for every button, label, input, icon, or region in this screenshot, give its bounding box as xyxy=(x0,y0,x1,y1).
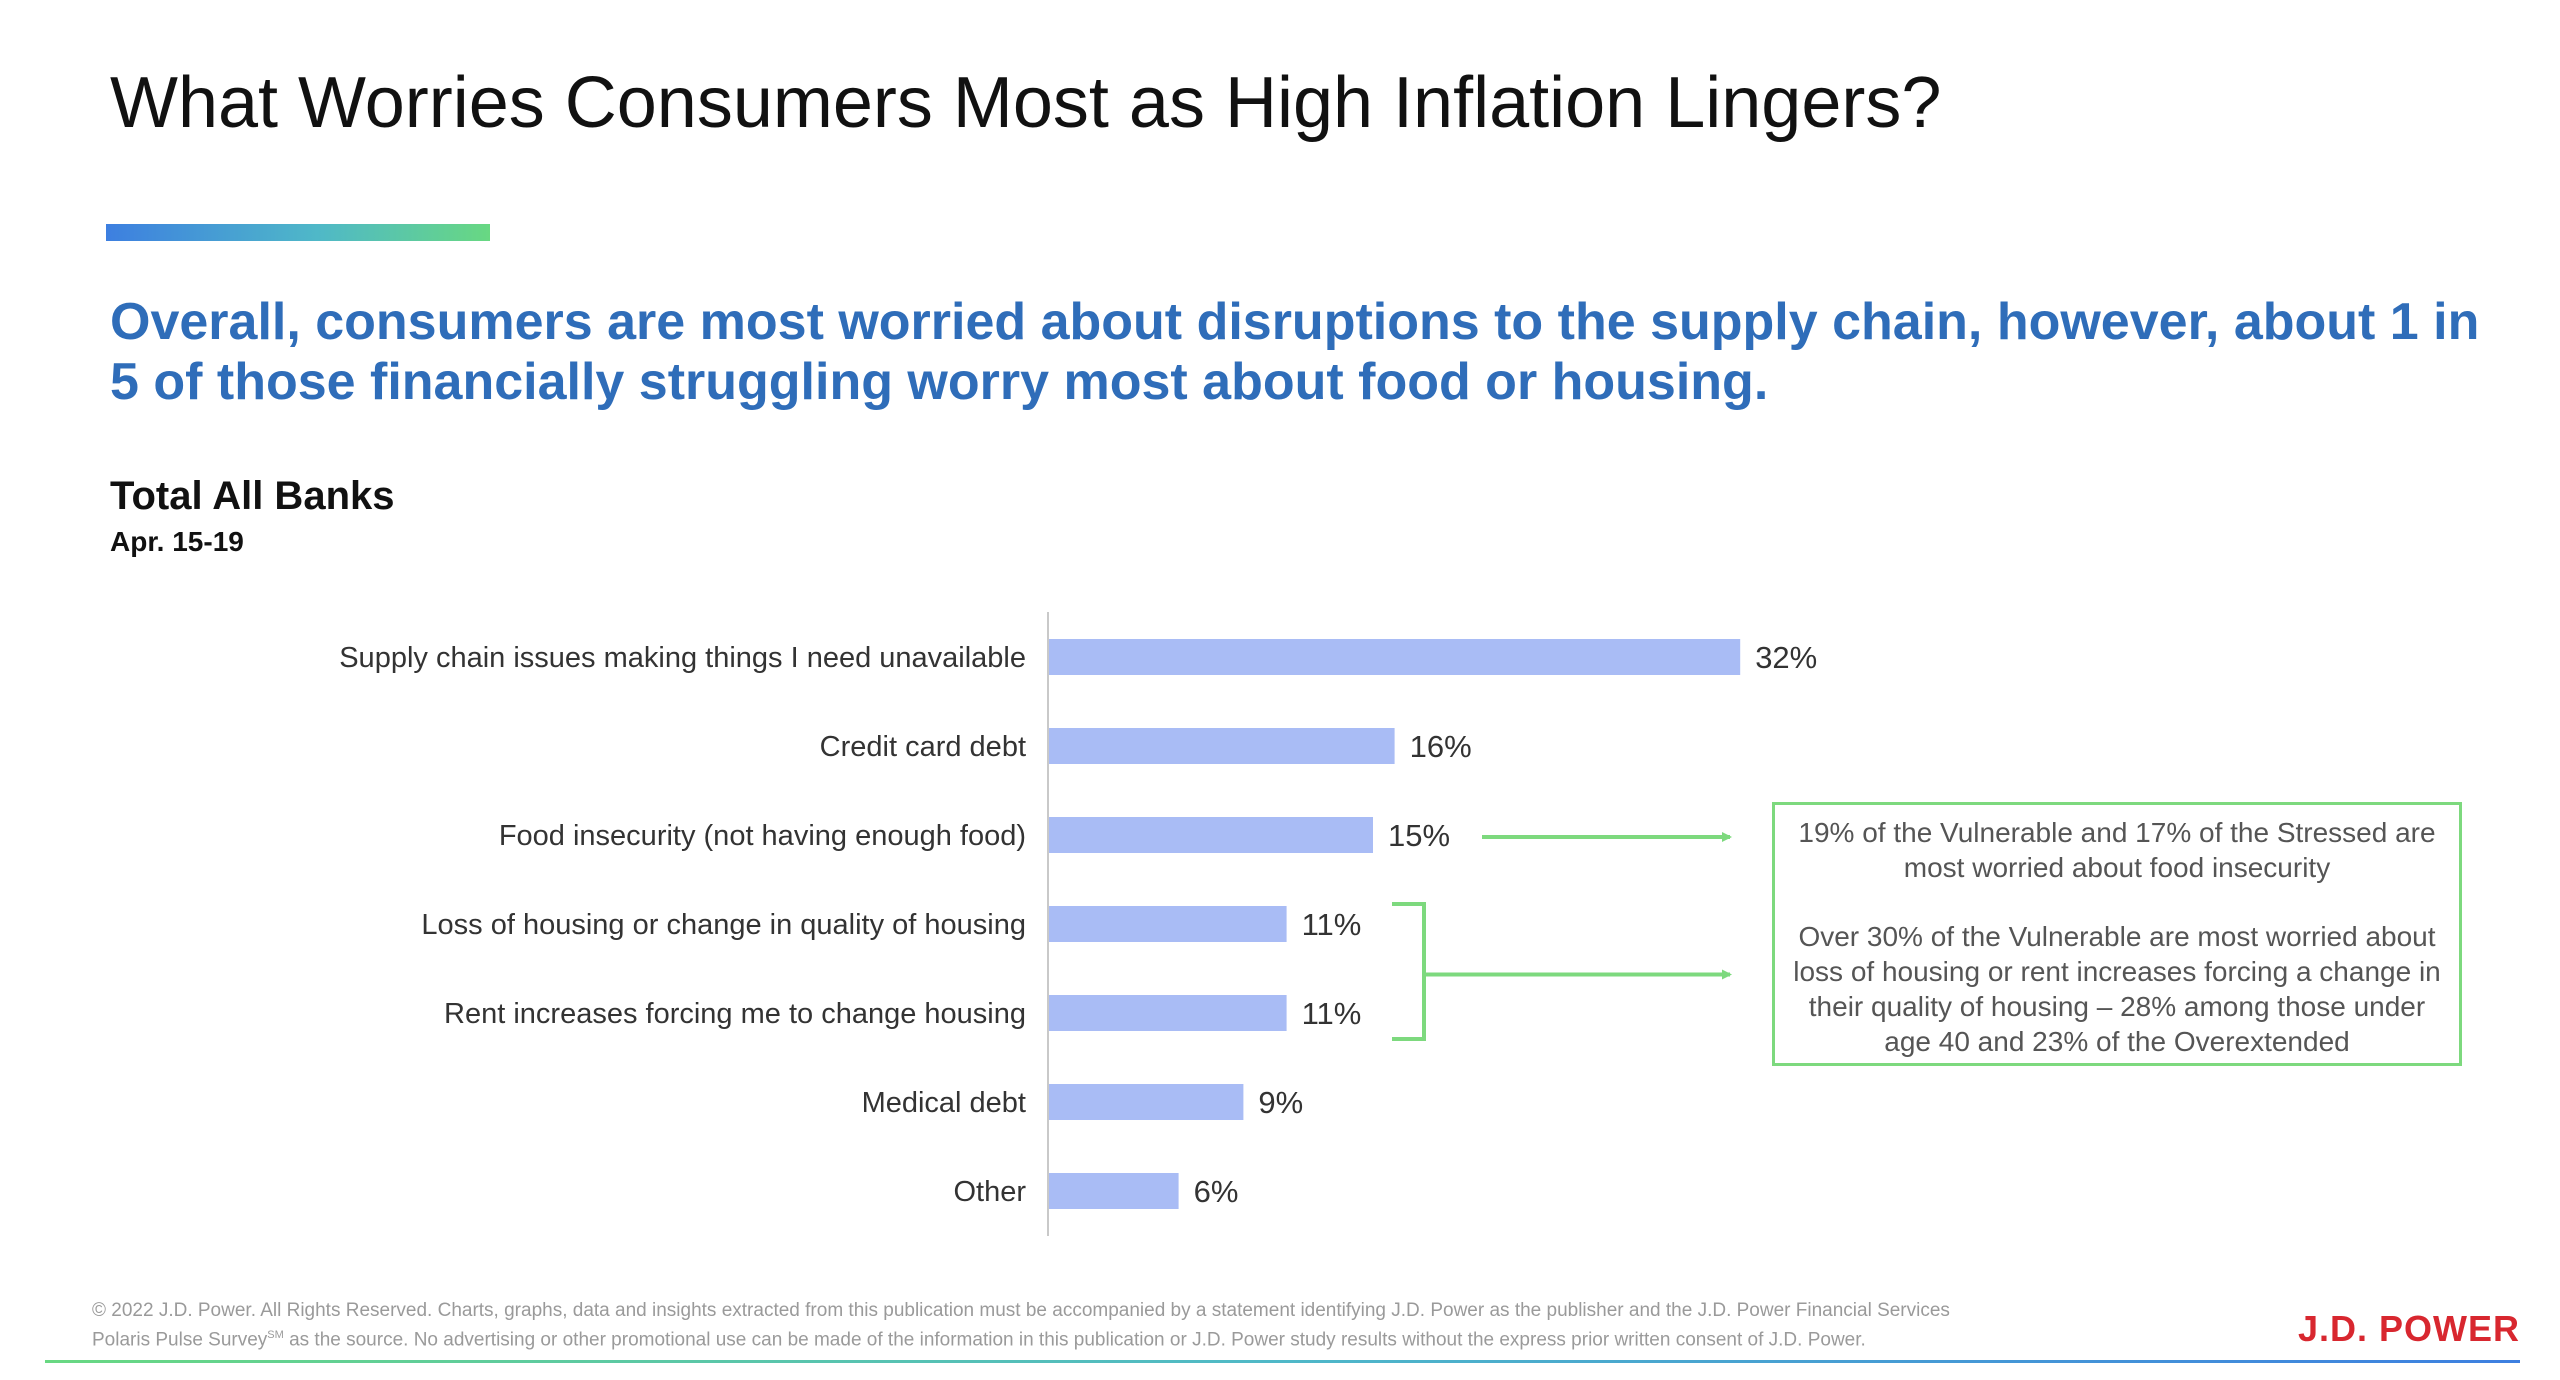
bar xyxy=(1049,1173,1179,1209)
bar xyxy=(1049,1084,1244,1120)
bar xyxy=(1049,906,1287,942)
annotation-layer xyxy=(1392,832,1732,1041)
category-label: Rent increases forcing me to change hous… xyxy=(444,998,1026,1030)
category-label: Medical debt xyxy=(862,1087,1026,1119)
chart-title: Total All Banks xyxy=(110,474,395,518)
copyright-line-1: © 2022 J.D. Power. All Rights Reserved. … xyxy=(92,1300,1950,1321)
footer-divider xyxy=(45,1360,2520,1363)
data-label: 16% xyxy=(1410,729,1472,764)
survey-name: Polaris Pulse Survey xyxy=(92,1329,268,1351)
headline: Overall, consumers are most worried abou… xyxy=(110,293,2480,411)
bar xyxy=(1049,639,1741,675)
service-mark: SM xyxy=(267,1329,284,1341)
data-label: 6% xyxy=(1194,1174,1239,1209)
bars-layer: Supply chain issues making things I need… xyxy=(339,612,1817,1236)
copyright-notice: © 2022 J.D. Power. All Rights Reserved. … xyxy=(92,1298,2232,1352)
category-label: Other xyxy=(953,1176,1026,1208)
data-label: 11% xyxy=(1302,996,1362,1031)
chart-subtitle: Apr. 15-19 xyxy=(110,526,244,557)
category-label: Loss of housing or change in quality of … xyxy=(421,909,1026,941)
category-label: Credit card debt xyxy=(820,731,1026,763)
bar xyxy=(1049,728,1395,764)
data-label: 15% xyxy=(1388,818,1450,853)
callout-food-text: 19% of the Vulnerable and 17% of the Str… xyxy=(1798,817,2436,883)
title-accent-bar xyxy=(106,224,490,241)
data-label: 32% xyxy=(1755,640,1817,675)
data-label: 9% xyxy=(1258,1085,1303,1120)
bar xyxy=(1049,995,1287,1031)
data-label: 11% xyxy=(1302,907,1362,942)
callout-housing-text: Over 30% of the Vulnerable are most worr… xyxy=(1793,921,2441,1057)
category-label: Supply chain issues making things I need… xyxy=(339,642,1026,674)
bar xyxy=(1049,817,1373,853)
copyright-line-2: as the source. No advertising or other p… xyxy=(283,1329,1866,1351)
category-label: Food insecurity (not having enough food) xyxy=(499,820,1026,852)
housing-bracket xyxy=(1392,902,1426,1041)
callout-box: 19% of the Vulnerable and 17% of the Str… xyxy=(1772,802,2462,1066)
page-title: What Worries Consumers Most as High Infl… xyxy=(110,63,1942,143)
callout-spacer xyxy=(1783,885,2451,919)
jd-power-logo: J.D. POWER xyxy=(2298,1308,2521,1349)
